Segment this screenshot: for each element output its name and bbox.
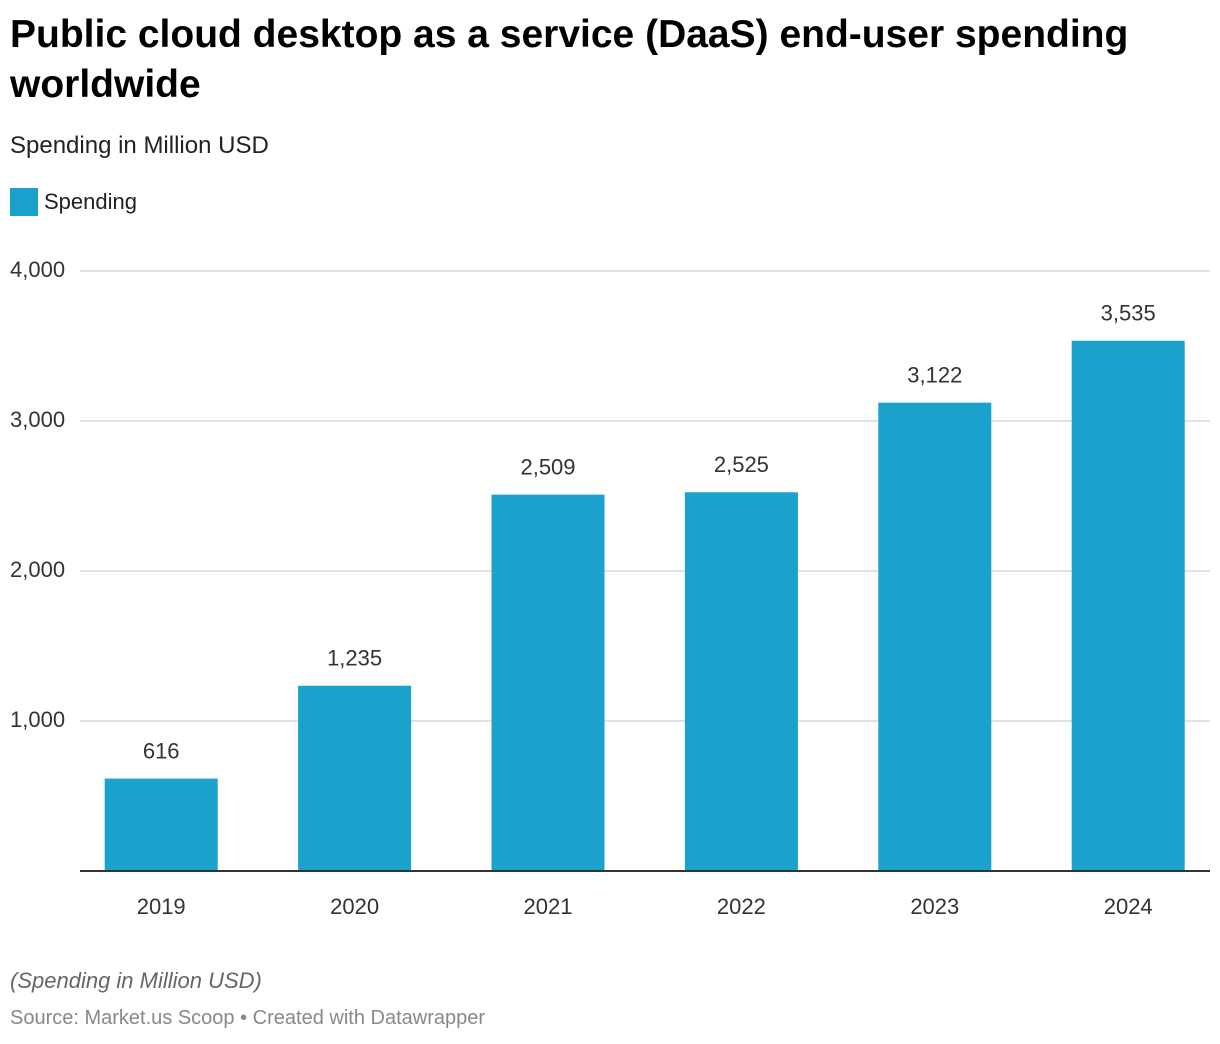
- bar: [491, 494, 605, 871]
- bar: [1071, 340, 1185, 871]
- x-tick-label: 2023: [910, 894, 959, 919]
- value-label: 3,535: [1101, 301, 1156, 326]
- legend-label: Spending: [44, 189, 137, 214]
- chart-note: (Spending in Million USD): [10, 968, 262, 993]
- chart-source: Source: Market.us Scoop • Created with D…: [10, 1007, 485, 1029]
- x-tick-label: 2024: [1104, 894, 1153, 919]
- value-label: 2,509: [520, 454, 575, 479]
- x-tick-label: 2020: [330, 894, 379, 919]
- chart-title: Public cloud desktop as a service (DaaS)…: [10, 13, 1129, 106]
- value-label: 2,525: [714, 452, 769, 477]
- legend: Spending: [10, 188, 137, 216]
- x-tick-label: 2021: [524, 894, 573, 919]
- bar: [684, 492, 798, 871]
- value-label: 616: [143, 738, 180, 763]
- bar: [104, 778, 218, 871]
- y-tick-label: 3,000: [10, 407, 65, 432]
- value-label: 1,235: [327, 646, 382, 671]
- bar: [878, 402, 992, 871]
- y-tick-label: 2,000: [10, 557, 65, 582]
- value-label: 3,122: [907, 363, 962, 388]
- y-tick-label: 4,000: [10, 257, 65, 282]
- chart-subtitle: Spending in Million USD: [10, 132, 269, 159]
- x-tick-label: 2022: [717, 894, 766, 919]
- legend-swatch: [10, 188, 38, 216]
- y-tick-label: 1,000: [10, 707, 65, 732]
- x-tick-label: 2019: [137, 894, 186, 919]
- bar: [298, 685, 412, 871]
